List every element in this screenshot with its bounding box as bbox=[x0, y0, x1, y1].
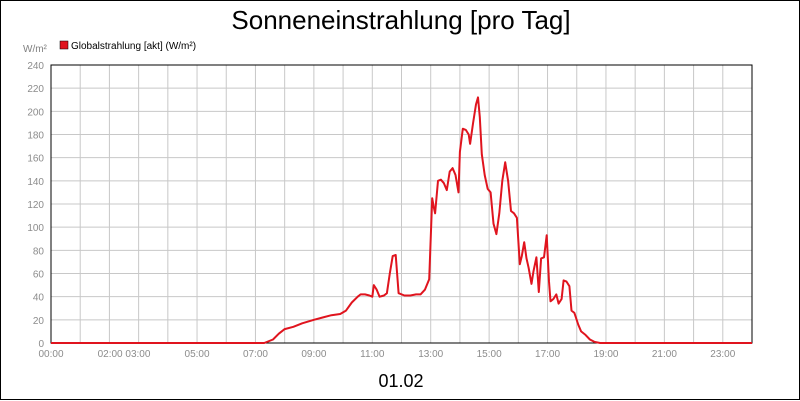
legend-label: Globalstrahlung [akt] (W/m²) bbox=[71, 41, 196, 52]
y-tick-label: 120 bbox=[27, 200, 44, 211]
y-tick-label: 180 bbox=[27, 131, 44, 142]
y-tick-label: 160 bbox=[27, 154, 44, 165]
y-axis-unit-label: W/m² bbox=[23, 44, 48, 55]
legend-swatch bbox=[59, 40, 69, 50]
y-tick-label: 0 bbox=[38, 339, 44, 350]
y-tick-label: 60 bbox=[33, 270, 45, 281]
x-tick-label: 21:00 bbox=[652, 349, 677, 360]
y-tick-label: 100 bbox=[27, 223, 44, 234]
x-axis-ticks: 00:00 02:00 03:00 05:00 07:00 09:00 11:00 13:0… bbox=[38, 349, 735, 360]
y-tick-label: 40 bbox=[33, 293, 45, 304]
y-axis-ticks: 0 20 40 60 80 100 120 140 160 180 200 220 240 bbox=[27, 61, 44, 350]
x-tick-label: 15:00 bbox=[477, 349, 502, 360]
date-label: 01.02 bbox=[378, 371, 423, 391]
y-tick-label: 20 bbox=[33, 316, 45, 327]
y-tick-label: 200 bbox=[27, 107, 44, 118]
y-tick-label: 80 bbox=[33, 246, 45, 257]
plot-area-border bbox=[50, 64, 753, 344]
y-tick-label: 240 bbox=[27, 61, 44, 72]
x-tick-label: 00:00 bbox=[38, 349, 63, 360]
x-tick-label: 11:00 bbox=[360, 349, 385, 360]
x-tick-label: 23:00 bbox=[710, 349, 735, 360]
x-tick-label: 13:00 bbox=[418, 349, 443, 360]
series-line-globalstrahlung bbox=[51, 96, 752, 344]
x-tick-label: 05:00 bbox=[185, 349, 210, 360]
x-tick-label: 02:00 03:00 bbox=[98, 349, 151, 360]
x-tick-label: 19:00 bbox=[593, 349, 618, 360]
x-tick-label: 09:00 bbox=[301, 349, 326, 360]
x-tick-label: 17:00 bbox=[535, 349, 560, 360]
y-tick-label: 140 bbox=[27, 177, 44, 188]
y-tick-label: 220 bbox=[27, 84, 44, 95]
x-tick-label: 07:00 bbox=[243, 349, 268, 360]
chart-title: Sonneneinstrahlung [pro Tag] bbox=[231, 5, 570, 35]
grid-lines bbox=[50, 64, 753, 344]
